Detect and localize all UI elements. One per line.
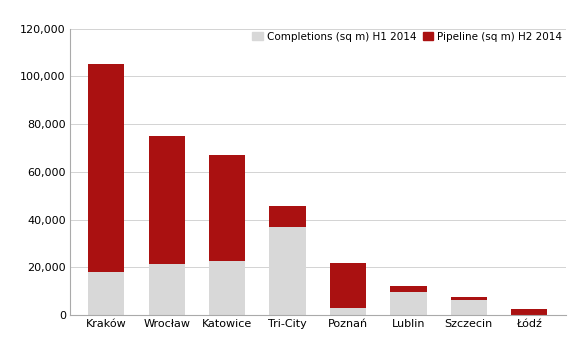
Bar: [88, 272, 124, 315]
Bar: [451, 297, 487, 300]
Bar: [209, 261, 245, 315]
Legend: Completions (sq m) H1 2014, Pipeline (sq m) H2 2014: Completions (sq m) H1 2014, Pipeline (sq…: [252, 32, 563, 42]
Bar: [209, 155, 245, 261]
Bar: [149, 264, 185, 315]
Bar: [269, 227, 305, 315]
Bar: [451, 300, 487, 315]
Bar: [390, 286, 427, 292]
Bar: [511, 309, 547, 315]
Bar: [149, 136, 185, 264]
Bar: [330, 308, 366, 315]
Bar: [88, 64, 124, 272]
Bar: [390, 292, 427, 315]
Bar: [269, 207, 305, 227]
Bar: [330, 262, 366, 308]
